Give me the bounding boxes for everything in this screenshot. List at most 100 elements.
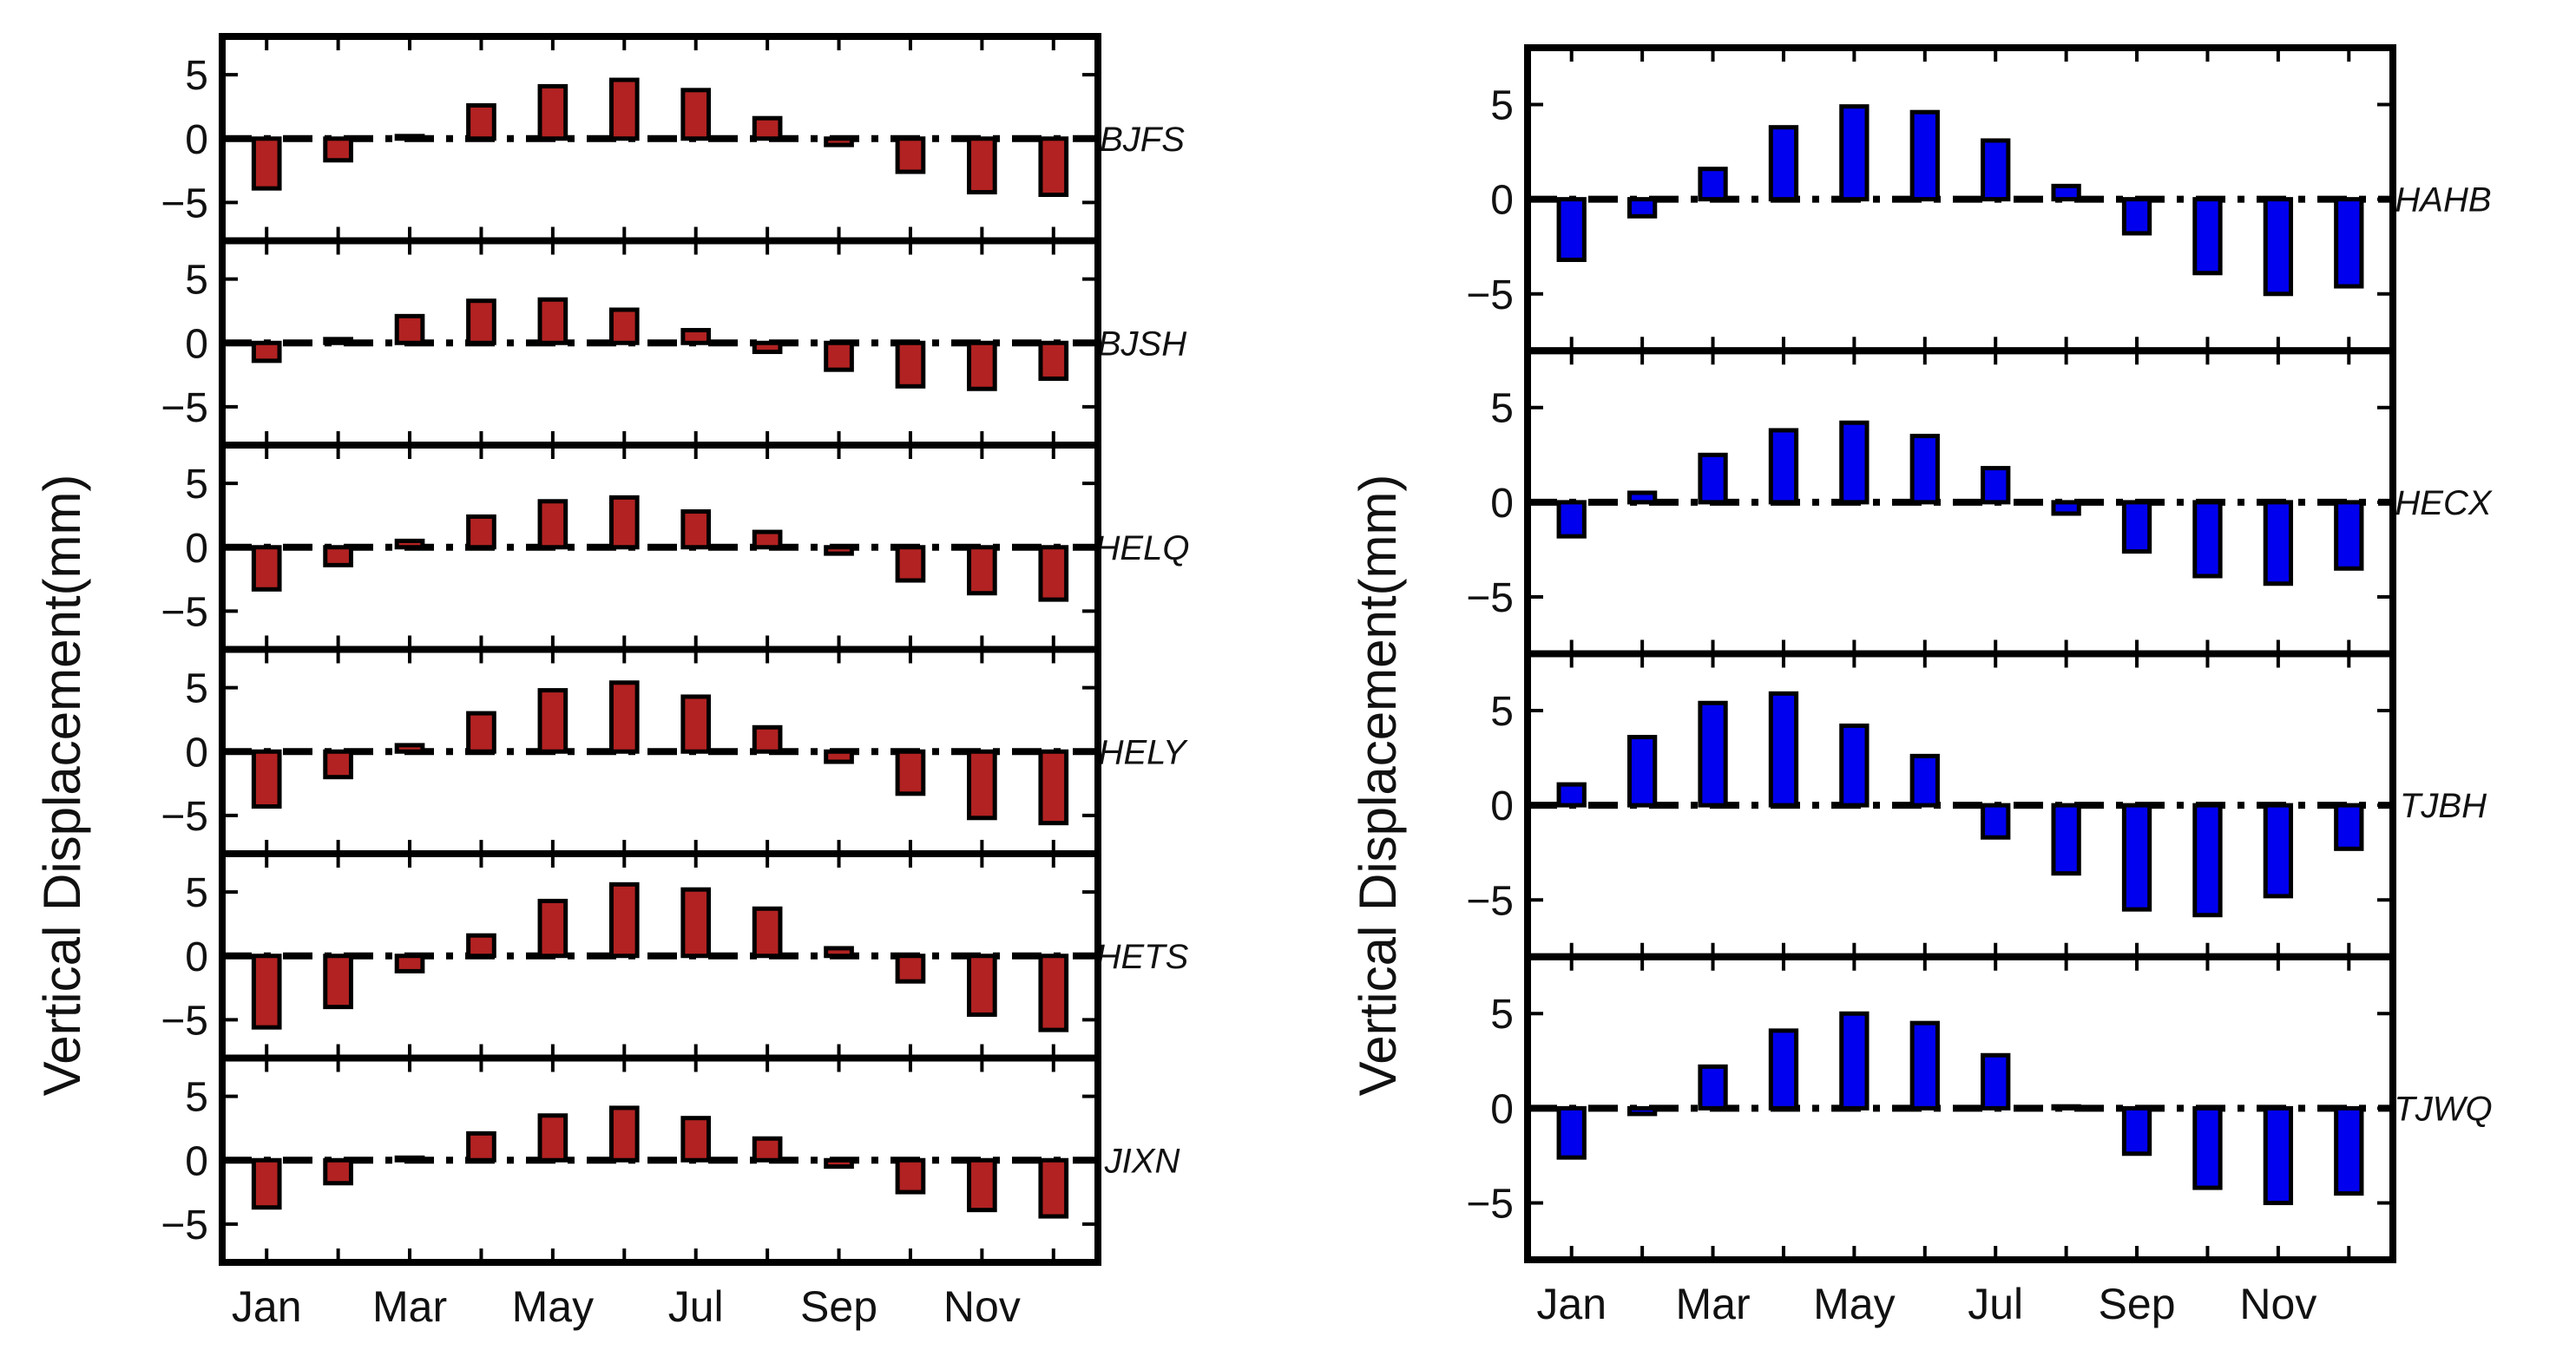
x-tick-label: Jul: [668, 1282, 724, 1331]
bar-tjwq-feb: [1626, 1105, 1658, 1117]
bar-bjsh-feb: [323, 337, 353, 345]
bar-hahb-sep: [2121, 197, 2152, 236]
bar-helq-may: [537, 499, 568, 550]
bar-hecx-jan: [1556, 500, 1587, 539]
panel-hahb: 5 0 −5 HAHB: [1466, 44, 2492, 355]
bar-jixn-aug: [752, 1136, 783, 1163]
bar-hets-jan: [251, 954, 282, 1030]
bar-hely-jan: [251, 749, 282, 809]
bar-hely-jun: [608, 680, 640, 754]
station-label: HAHB: [2395, 181, 2491, 220]
right-chart-group: Vertical Displacement(mm) 5 0 −5 HAHB 5 0 −5 HEC…: [1349, 44, 2493, 1328]
x-tick-label: Jan: [232, 1282, 302, 1331]
bar-jixn-jul: [680, 1116, 712, 1163]
station-label: HELY: [1099, 733, 1189, 771]
bar-helq-jun: [608, 495, 640, 550]
bar-tjwq-nov: [2263, 1105, 2294, 1206]
y-tick-label: 5: [185, 462, 208, 508]
bar-tjwq-mar: [1698, 1064, 1728, 1111]
station-label: HETS: [1096, 938, 1189, 976]
bar-tjbh-aug: [2051, 803, 2081, 876]
station-label: BJFS: [1100, 121, 1185, 159]
bar-bjfs-sep: [824, 136, 854, 147]
bar-bjsh-may: [537, 297, 568, 345]
bar-helq-dec: [1038, 545, 1069, 602]
panel-tjbh: 5 0 −5 TJBH: [1466, 650, 2487, 960]
bar-hahb-oct: [2192, 197, 2223, 276]
bar-hahb-aug: [2051, 183, 2081, 202]
bar-hets-may: [537, 898, 568, 959]
x-tick-label: Sep: [2099, 1280, 2176, 1328]
bar-bjfs-jun: [608, 77, 640, 141]
bar-hecx-feb: [1626, 490, 1658, 505]
y-tick-label: 0: [1490, 178, 1514, 224]
bar-helq-oct: [895, 545, 926, 583]
bar-hahb-dec: [2334, 197, 2364, 289]
bar-bjfs-nov: [967, 136, 997, 195]
bar-tjbh-jun: [1909, 753, 1940, 808]
bar-hely-mar: [394, 743, 425, 754]
left-chart-group: Vertical Displacement(mm) 5 0 −5 BJFS 5 0 −5 BJS…: [33, 33, 1190, 1331]
panel-frame: [1524, 953, 2396, 1263]
bar-helq-jan: [251, 545, 282, 592]
bar-hahb-jan: [1556, 197, 1587, 262]
x-tick-label: Jul: [1968, 1280, 2023, 1328]
bar-hecx-jun: [1909, 433, 1940, 505]
bar-tjbh-mar: [1698, 700, 1728, 808]
bar-hecx-nov: [2263, 500, 2294, 587]
bar-tjwq-dec: [2334, 1105, 2364, 1196]
bar-bjsh-oct: [895, 340, 926, 389]
y-tick-label: 5: [185, 258, 208, 304]
bar-jixn-jun: [608, 1105, 640, 1163]
bar-tjwq-jul: [1981, 1052, 2011, 1111]
bar-tjbh-dec: [2334, 803, 2364, 851]
bar-helq-nov: [967, 545, 997, 596]
bar-hecx-jul: [1981, 466, 2011, 505]
y-tick-label: 0: [1490, 783, 1514, 829]
y-tick-label: 0: [185, 321, 208, 367]
bar-hahb-may: [1839, 104, 1870, 202]
x-tick-label: Nov: [943, 1282, 1021, 1331]
panel-jixn: 5 0 −5 JIXN: [161, 1054, 1180, 1266]
bar-helq-mar: [394, 538, 425, 550]
bar-tjbh-feb: [1626, 735, 1658, 808]
y-tick-label: −5: [161, 794, 208, 840]
bar-hely-jul: [680, 694, 712, 754]
x-tick-label: May: [512, 1282, 594, 1331]
bar-jixn-jan: [251, 1157, 282, 1210]
panel-helq: 5 0 −5 HELQ: [161, 442, 1190, 653]
panel-hets: 5 0 −5 HETS: [161, 850, 1189, 1062]
station-label: TJBH: [2400, 787, 2487, 825]
bar-hely-aug: [752, 724, 783, 754]
panel-tjwq: 5 0 −5 TJWQ: [1466, 953, 2493, 1263]
y-tick-label: 5: [1490, 82, 1514, 128]
bar-jixn-sep: [824, 1157, 854, 1170]
bar-hets-dec: [1038, 954, 1069, 1032]
bar-tjbh-sep: [2121, 803, 2152, 912]
bar-tjbh-nov: [2263, 803, 2294, 899]
bar-bjfs-may: [537, 83, 568, 141]
bar-jixn-apr: [466, 1130, 496, 1163]
y-axis-label: Vertical Displacement(mm): [1349, 475, 1407, 1097]
bar-hets-nov: [967, 954, 997, 1017]
y-tick-label: 5: [185, 53, 208, 99]
bar-hahb-mar: [1698, 167, 1728, 202]
bar-hecx-sep: [2121, 500, 2152, 554]
x-tick-label: Nov: [2239, 1280, 2316, 1328]
bar-bjfs-aug: [752, 115, 783, 141]
station-label: HELQ: [1095, 529, 1190, 567]
y-tick-label: −5: [161, 180, 208, 226]
bar-hahb-jun: [1909, 109, 1940, 202]
bar-hets-sep: [824, 946, 854, 959]
bar-hets-feb: [323, 954, 353, 1010]
x-tick-label: Mar: [1675, 1280, 1750, 1328]
y-tick-label: −5: [1466, 575, 1514, 621]
bar-helq-jul: [680, 509, 712, 550]
station-label: BJSH: [1098, 324, 1186, 363]
bar-tjwq-jan: [1556, 1105, 1587, 1160]
bar-bjsh-jul: [680, 328, 712, 345]
bar-hely-nov: [967, 749, 997, 821]
bar-helq-feb: [323, 545, 353, 567]
bar-tjwq-jun: [1909, 1020, 1940, 1111]
panel-bjfs: 5 0 −5 BJFS: [161, 33, 1185, 245]
